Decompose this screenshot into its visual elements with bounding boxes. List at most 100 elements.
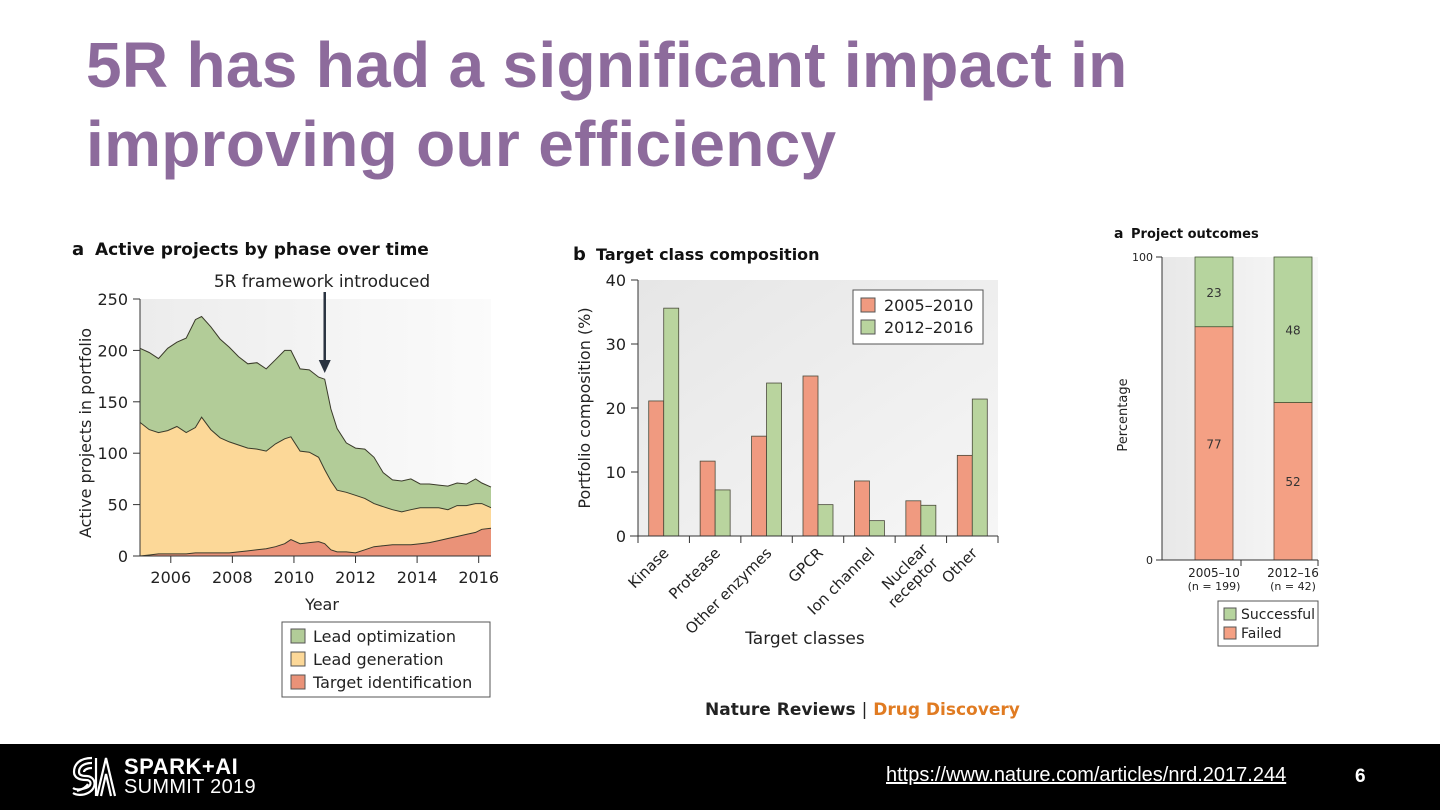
figure-canvas: a Active projects by phase over time 5R … <box>72 226 1319 698</box>
area-lead-generation <box>140 417 491 556</box>
annotation-arrow-icon <box>318 292 331 373</box>
y-tick-label: 100 <box>97 444 128 463</box>
area-lead-optimization-outline <box>139 315 492 488</box>
x-tick-label: 2012–16 <box>1267 566 1319 580</box>
bar-protease-2005-2010 <box>699 460 716 537</box>
bar-nuclear-receptor-2005-2010 <box>905 500 922 537</box>
y-tick-label: 150 <box>97 393 128 412</box>
slide-title-line-1: 5R has had a significant impact in <box>86 29 1128 101</box>
logo-line-1: SPARK+AI <box>124 754 239 779</box>
legend-swatch-successful <box>1223 607 1237 621</box>
bar-chart-panel-letter: b <box>573 244 586 265</box>
credit-separator: | <box>861 700 868 720</box>
source-link[interactable]: https://www.nature.com/articles/nrd.2017… <box>886 764 1287 786</box>
slide-title-line-2: improving our efficiency <box>86 108 837 180</box>
outcome-chart-legend: Successful Failed <box>1217 600 1319 647</box>
bar-gpcr-2012-2016 <box>817 504 834 537</box>
bar-ion-channel-2012-2016 <box>869 520 885 537</box>
bar-protease-2012-2016 <box>714 489 731 537</box>
bar-kinase-2012-2016 <box>663 307 680 537</box>
x-tick-label: 2012 <box>335 568 376 587</box>
legend-swatch-lead-generation <box>290 651 306 667</box>
legend-swatch-2012-2016 <box>860 319 876 335</box>
grouped-bar-chart: b Target class composition 0 10 20 30 40 Kina… <box>573 244 999 649</box>
bar-chart-y-axis-label: Portfolio composition (%) <box>575 307 594 508</box>
area-chart-axes: 0 50 100 150 200 250 2006 2008 2010 2012 2014 2016 <box>97 290 499 587</box>
data-label-failed: 52 <box>1285 475 1300 489</box>
area-chart-panel-letter: a <box>72 239 84 260</box>
slide-title: 5R has had a significant impact in impro… <box>86 26 1286 184</box>
logo-line-2: SUMMIT 2019 <box>124 776 256 798</box>
stacked-bar-successful <box>1273 256 1313 403</box>
bar-gpcr-2005-2010 <box>802 375 819 537</box>
bar-other-2005-2010 <box>956 454 973 537</box>
spark-ai-logo-icon <box>72 756 117 797</box>
x-tick-label: 2010 <box>274 568 315 587</box>
bar-other-2012-2016 <box>971 398 988 537</box>
area-layers <box>139 315 492 557</box>
y-tick-label: 10 <box>606 463 626 482</box>
bar-chart-legend: 2005–2010 2012–2016 <box>852 289 984 345</box>
legend-box <box>281 621 491 698</box>
credit-journal: Nature Reviews <box>705 700 856 720</box>
area-chart-legend: Lead optimization Lead generation Target… <box>281 621 491 698</box>
x-tick-label: 2006 <box>150 568 191 587</box>
spark-ai-summit-logo: SPARK+AI SUMMIT 2019 <box>70 754 256 800</box>
outcome-chart-axes: 0 100 2005–10(n = 199) 2012–16(n = 42) <box>1132 251 1319 593</box>
bar-ion-channel-2005-2010 <box>854 480 870 537</box>
outcome-chart-y-axis-label: Percentage <box>1116 378 1131 451</box>
y-tick-label: 200 <box>97 341 128 360</box>
y-tick-label: 50 <box>108 496 128 515</box>
legend-label-2005-2010: 2005–2010 <box>884 296 973 315</box>
area-chart-annotation: 5R framework introduced <box>214 272 430 292</box>
legend-label-lead-generation: Lead generation <box>313 650 444 669</box>
bar-other-enzymes-2012-2016 <box>766 382 782 537</box>
y-tick-label: 30 <box>606 335 626 354</box>
bar-other-enzymes-2005-2010 <box>751 435 767 537</box>
data-label-failed: 77 <box>1206 437 1221 451</box>
x-tick-sublabel: (n = 42) <box>1270 580 1316 593</box>
area-lead-generation-outline <box>139 416 492 513</box>
legend-swatch-failed <box>1223 626 1237 640</box>
area-target-identification-outline <box>139 527 492 557</box>
legend-label-target-identification: Target identification <box>312 673 472 692</box>
page-number: 6 <box>1355 766 1366 787</box>
stacked-bar-marks: 77 23 52 48 <box>1194 256 1313 561</box>
legend-label-failed: Failed <box>1241 626 1282 642</box>
data-label-successful: 23 <box>1206 286 1221 300</box>
bar-kinase-2005-2010 <box>648 400 665 537</box>
legend-swatch-target-identification <box>290 674 306 690</box>
legend-label-2012-2016: 2012–2016 <box>884 318 973 337</box>
legend-label-successful: Successful <box>1241 607 1315 623</box>
legend-swatch-2005-2010 <box>860 297 876 313</box>
y-tick-label: 20 <box>606 399 626 418</box>
bar-nuclear-receptor-2012-2016 <box>920 504 937 537</box>
area-chart-x-axis-label: Year <box>304 595 339 614</box>
x-tick-label: GPCR <box>785 544 827 586</box>
y-tick-label: 0 <box>118 547 128 566</box>
credit-section: Drug Discovery <box>873 700 1020 720</box>
outcome-chart-panel-letter: a <box>1114 226 1123 242</box>
area-chart-title: Active projects by phase over time <box>95 240 429 260</box>
x-tick-label: 2014 <box>397 568 438 587</box>
x-tick-label: 2016 <box>458 568 499 587</box>
x-tick-label: 2008 <box>212 568 253 587</box>
stacked-bar-successful <box>1194 256 1234 328</box>
y-tick-label: 0 <box>1146 554 1153 567</box>
x-tick-label: Other enzymes <box>682 544 776 638</box>
bar-chart-title: Target class composition <box>596 245 820 264</box>
legend-label-lead-optimization: Lead optimization <box>313 627 456 646</box>
data-label-successful: 48 <box>1285 324 1300 338</box>
y-tick-label: 100 <box>1132 251 1153 264</box>
y-tick-label: 250 <box>97 290 128 309</box>
footer-bar: SPARK+AI SUMMIT 2019 https://www.nature.… <box>0 744 1440 810</box>
area-chart: a Active projects by phase over time 5R … <box>72 239 499 698</box>
y-tick-label: 40 <box>606 271 626 290</box>
figure-credit: Nature Reviews | Drug Discovery <box>705 700 1020 720</box>
x-tick-label: Other <box>938 544 981 587</box>
x-tick-sublabel: (n = 199) <box>1188 580 1241 593</box>
x-tick-label: Kinase <box>625 544 673 592</box>
x-tick-label: 2005–10 <box>1188 566 1240 580</box>
bar-chart-x-axis-label: Target classes <box>744 629 865 649</box>
